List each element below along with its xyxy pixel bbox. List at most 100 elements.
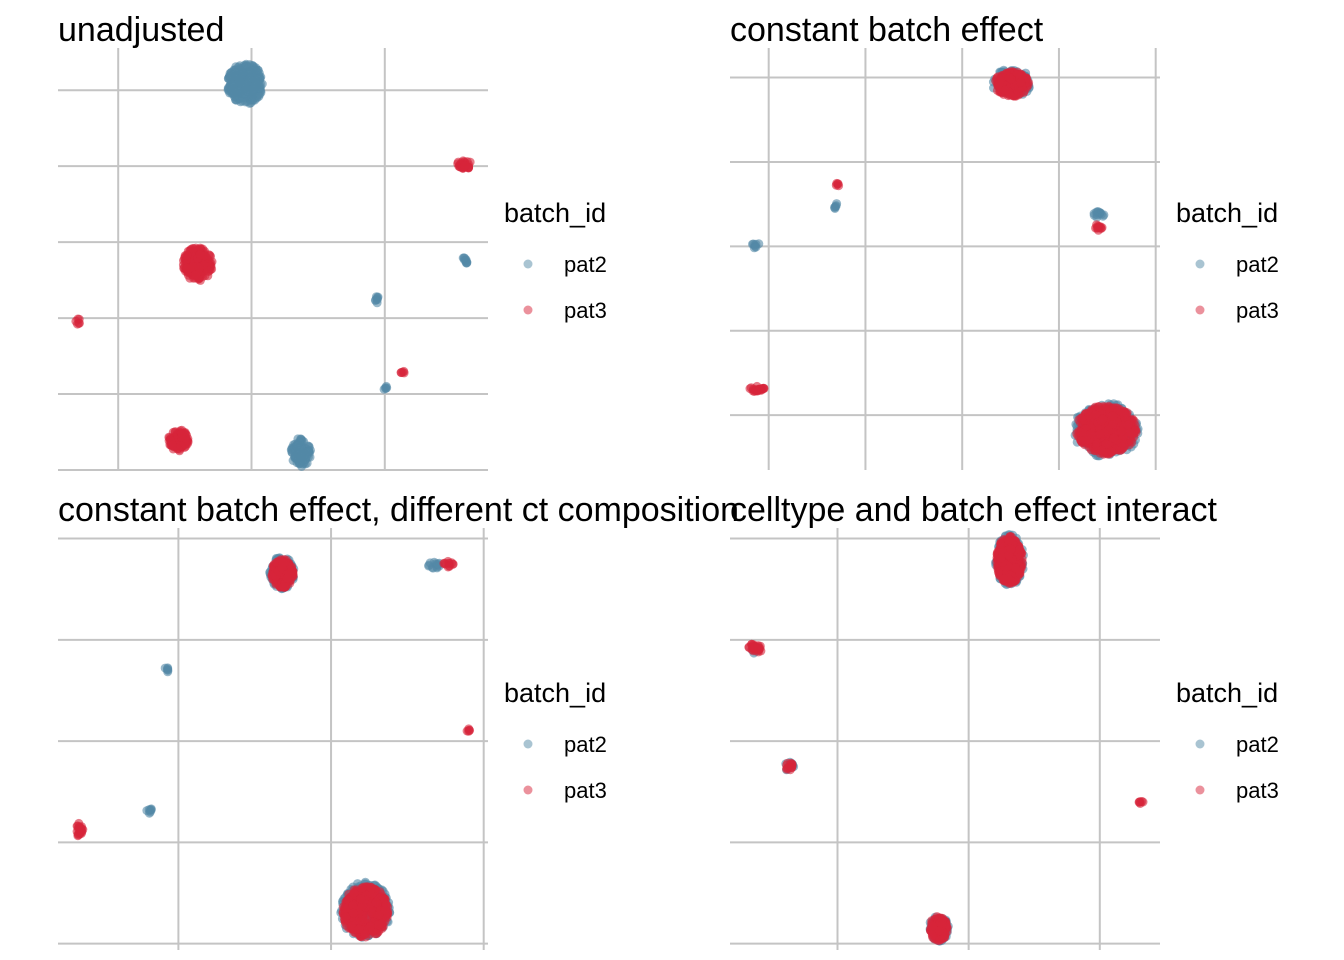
panel-2-point-pat3 (1077, 436, 1087, 446)
panel-4-title: celltype and batch effect interact (730, 491, 1218, 529)
panel-1-legend-label-pat3: pat3 (564, 298, 607, 323)
panel-4-point-pat3 (999, 574, 1009, 584)
panel-2-pat2-cluster-4 (830, 199, 842, 213)
panel-3-point-pat3 (464, 725, 474, 735)
panel-2-point-pat3 (1091, 410, 1101, 420)
panel-1-point-pat2 (252, 74, 262, 84)
panel-1-pat3-cluster-3 (453, 156, 475, 173)
panel-celltype-and-batch-effect-interact: celltype and batch effect interact batch… (730, 491, 1279, 950)
panel-3-legend-title: batch_id (504, 678, 606, 708)
panel-2-point-pat3 (1108, 411, 1118, 421)
panel-2-point-pat2 (1089, 210, 1099, 220)
panel-4-legend-label-pat3: pat3 (1236, 778, 1279, 803)
panel-2-pat2-cluster-5 (748, 239, 764, 253)
panel-1-point-pat2 (381, 383, 390, 393)
panel-2-legend-label-pat2: pat2 (1236, 252, 1279, 277)
panel-2-point-pat3 (1127, 437, 1137, 447)
panel-3-title: constant batch effect, different ct comp… (58, 491, 739, 529)
panel-1-legend-title: batch_id (504, 198, 606, 228)
panel-1-point-pat3 (188, 244, 198, 253)
panel-4-point-pat3 (927, 931, 937, 940)
panel-3-point-pat2 (424, 560, 434, 570)
panel-1-point-pat2 (237, 96, 247, 106)
panel-3-pat2-cluster-5 (142, 804, 156, 818)
panel-2-point-pat3 (1123, 420, 1133, 430)
panel-2-point-pat3 (994, 79, 1004, 89)
panel-1-point-pat2 (245, 74, 255, 84)
panel-2-pat3-cluster-2 (1072, 401, 1141, 459)
panel-2-point-pat3 (1108, 419, 1118, 429)
panel-2-legend-title: batch_id (1176, 198, 1278, 228)
panel-2-pat3-cluster-4 (831, 178, 844, 191)
panel-4-pat3-cluster-4 (744, 639, 766, 657)
panel-2-points (745, 65, 1143, 461)
panel-2-pat2-cluster-3 (1089, 207, 1109, 222)
panel-1-point-pat3 (177, 429, 187, 438)
panel-2-pat3-cluster-3 (1091, 220, 1107, 235)
panel-1-legend-label-pat2: pat2 (564, 252, 607, 277)
panel-4-pat3-cluster-3 (782, 758, 797, 775)
panel-2-point-pat3 (1115, 445, 1125, 455)
panel-3-point-pat3 (278, 558, 288, 568)
panel-3-point-pat3 (380, 905, 390, 915)
panel-2-point-pat3 (1109, 433, 1119, 443)
panel-unadjusted: unadjusted batch_id pat2 pat3 (58, 11, 607, 471)
panel-4-legend-key-pat3 (1195, 785, 1205, 795)
panel-3-pat3-cluster-2 (338, 882, 393, 942)
panel-4-point-pat3 (995, 539, 1005, 549)
panel-1-point-pat3 (167, 440, 177, 450)
panel-3-gridlines (58, 528, 488, 950)
panel-2-point-pat2 (831, 201, 841, 211)
panel-1-points (71, 59, 475, 471)
panel-3-pat3-cluster-5 (72, 818, 88, 841)
panel-3-legend: batch_id pat2 pat3 (504, 678, 607, 803)
panel-1-point-pat3 (73, 314, 83, 324)
panel-3-legend-key-pat3 (523, 785, 533, 795)
panel-1-point-pat2 (294, 437, 304, 447)
panel-4-points (744, 530, 1148, 946)
panel-3-pat3-cluster-4 (462, 724, 475, 736)
panel-1-point-pat2 (458, 253, 468, 263)
panel-3-point-pat2 (142, 806, 152, 816)
panel-4-point-pat3 (996, 553, 1006, 563)
panel-3-point-pat3 (356, 894, 366, 904)
panel-3-point-pat3 (445, 561, 454, 571)
panel-3-point-pat3 (339, 913, 349, 923)
panel-4-pat3-cluster-1 (992, 531, 1027, 588)
panel-2-point-pat3 (755, 385, 765, 394)
panel-2-point-pat3 (832, 178, 842, 188)
panel-2-point-pat3 (1107, 446, 1116, 456)
panel-2-point-pat3 (1005, 90, 1015, 100)
panel-3-point-pat2 (163, 664, 173, 674)
panel-1-pat3-cluster-4 (71, 314, 84, 329)
panel-1-point-pat2 (371, 295, 381, 305)
panel-1-pat2-cluster-3 (458, 253, 472, 268)
panel-1-point-pat2 (234, 76, 244, 86)
panel-4-pat3-cluster-2 (926, 912, 952, 945)
panel-4-point-pat3 (935, 926, 944, 936)
panel-4-point-pat3 (928, 921, 938, 931)
panel-2-point-pat3 (1096, 445, 1106, 455)
panel-4-point-pat3 (1006, 544, 1016, 554)
panel-4-legend-title: batch_id (1176, 678, 1278, 708)
panel-constant-batch-effect: constant batch effect batch_id pat2 pat3 (730, 11, 1279, 470)
panel-1-pat3-cluster-5 (396, 366, 409, 378)
panel-1-pat2-cluster-1 (223, 59, 267, 108)
panel-3-point-pat3 (366, 921, 375, 931)
panel-1-pat3-cluster-1 (178, 243, 217, 285)
panel-3-legend-label-pat2: pat2 (564, 732, 607, 757)
panel-1-point-pat2 (254, 92, 264, 101)
panel-1-point-pat2 (303, 447, 313, 456)
panel-3-pat3-cluster-3 (439, 556, 458, 572)
panel-1-point-pat2 (227, 85, 237, 94)
panel-1-pat2-cluster-2 (286, 434, 315, 471)
panel-constant-batch-effect-different-ct-composition: constant batch effect, different ct comp… (58, 491, 739, 950)
panel-4-point-pat3 (993, 567, 1003, 577)
panel-2-point-pat3 (1117, 427, 1126, 436)
panel-2-point-pat3 (1096, 429, 1105, 439)
panel-2-legend: batch_id pat2 pat3 (1176, 198, 1279, 323)
panel-1-title: unadjusted (58, 11, 224, 49)
panel-3-point-pat3 (73, 821, 83, 831)
panel-1-point-pat2 (245, 60, 255, 70)
